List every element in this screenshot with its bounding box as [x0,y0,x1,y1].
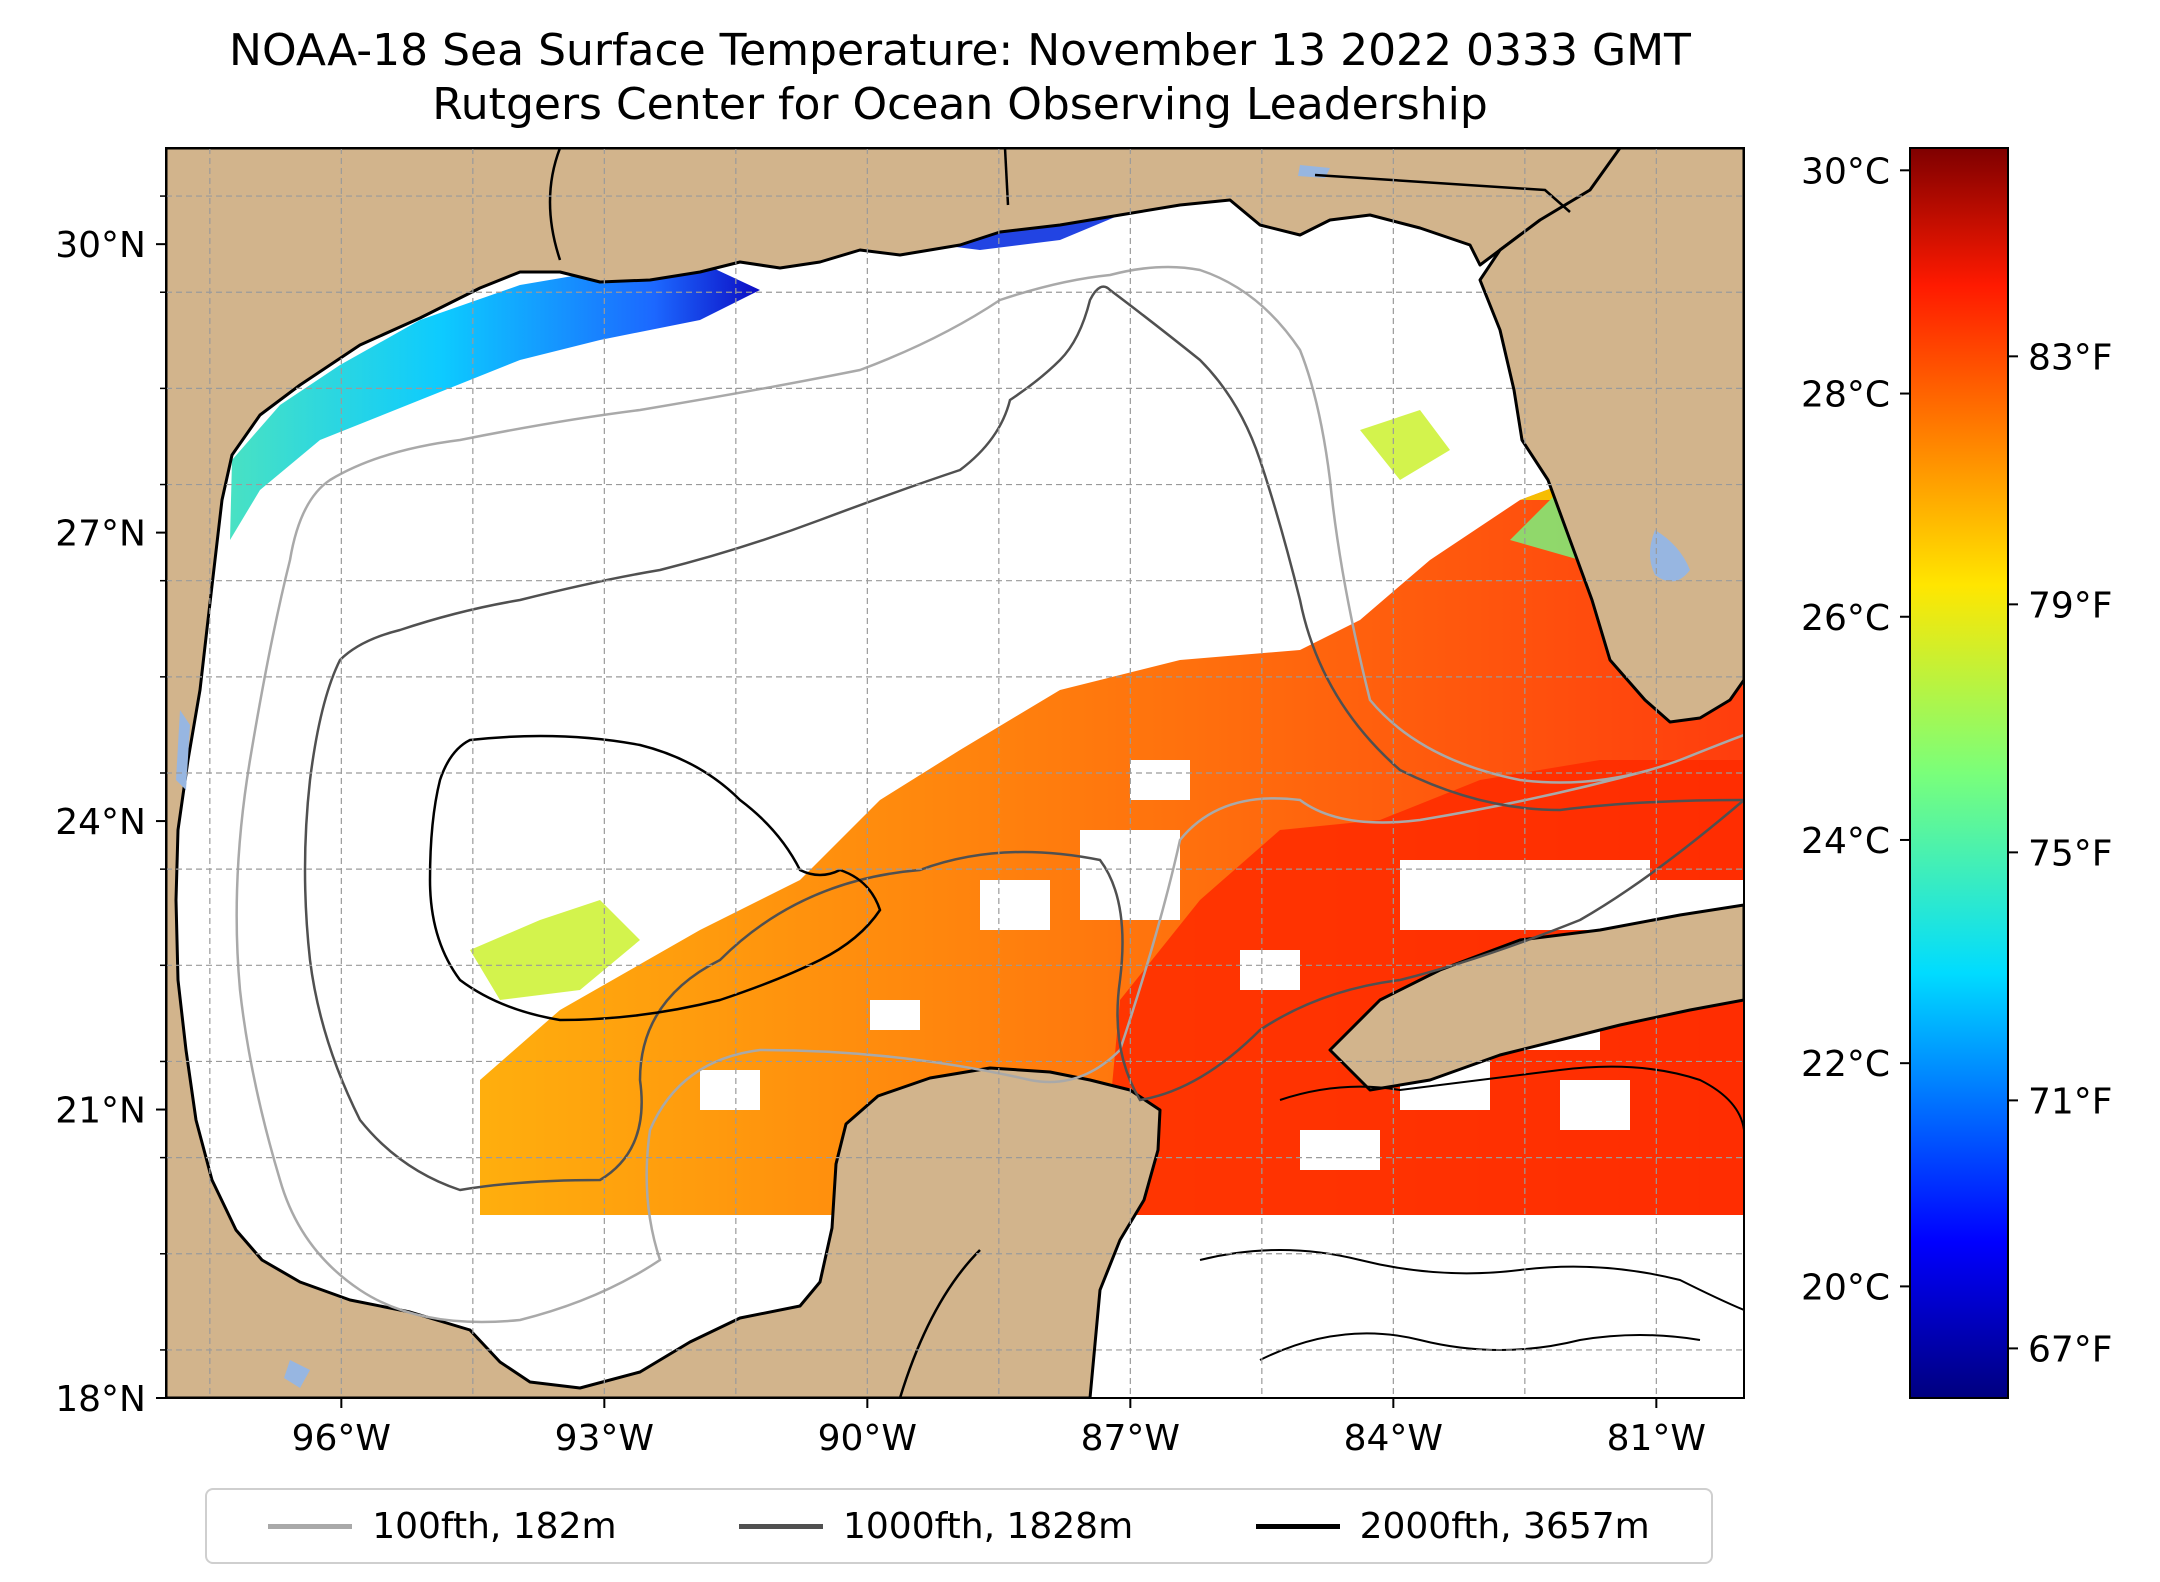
celsius-tick-label: 22°C [1801,1044,1890,1085]
lakes [176,165,1690,1388]
gridlines [166,148,1744,1398]
isobath-100fth [235,265,1744,1324]
legend-item-100fth: 100fth, 182m [268,1505,617,1547]
map-title: NOAA-18 Sea Surface Temperature: Novembe… [229,25,1691,76]
legend-label-2000fth: 2000fth, 3657m [1359,1505,1650,1547]
celsius-tick-label: 24°C [1801,821,1890,862]
colorbar-ticks: 20°C 22°C 24°C 26°C 28°C 30°C 67°F 71°F 75°F 79°F… [1801,151,2112,1370]
map-subtitle: Rutgers Center for Ocean Observing Leade… [432,79,1488,130]
borders [548,148,1571,1398]
legend-label-1000fth: 1000fth, 1828m [842,1505,1134,1547]
lat-tick-label: 21°N [55,1091,146,1132]
map-axes: 96°W 93°W 90°W 87°W 84°W 81°W 18°N 21°N 24°N 27°N… [55,195,1706,1459]
sst-cold-coast [230,262,760,540]
lon-tick-label: 81°W [1607,1418,1706,1459]
legend-item-1000fth: 1000fth, 1828m [738,1505,1134,1547]
lon-tick-label: 96°W [292,1418,391,1459]
isobath-2000fth-south [1199,1065,1744,1361]
celsius-tick-label: 26°C [1801,598,1890,639]
lon-tick-label: 93°W [555,1418,654,1459]
map-area [166,148,1744,1398]
celsius-tick-label: 30°C [1801,151,1890,192]
fahrenheit-tick-label: 67°F [2028,1329,2113,1370]
lat-tick-label: 27°N [55,514,146,555]
celsius-tick-label: 20°C [1801,1267,1890,1308]
fahrenheit-tick-label: 71°F [2028,1081,2113,1122]
lat-tick-label: 24°N [55,802,146,843]
legend-label-100fth: 100fth, 182m [372,1505,617,1547]
fahrenheit-tick-label: 75°F [2028,833,2113,874]
celsius-tick-label: 28°C [1801,375,1890,416]
isobath-legend: 100fth, 182m 1000fth, 1828m 2000fth, 365… [205,1488,1713,1564]
legend-swatch-100fth [268,1523,353,1529]
lon-tick-label: 90°W [818,1418,917,1459]
fahrenheit-tick-label: 79°F [2028,585,2113,626]
lon-tick-label: 84°W [1344,1418,1443,1459]
colorbar [1909,147,2009,1399]
lat-tick-label: 30°N [55,225,146,266]
legend-swatch-1000fth [738,1523,823,1529]
legend-item-2000fth: 2000fth, 3657m [1255,1505,1650,1547]
sst-yellow-patches [470,410,1450,1000]
lat-tick-label: 18°N [55,1379,146,1420]
fahrenheit-tick-label: 83°F [2028,337,2113,378]
legend-swatch-2000fth [1255,1523,1340,1529]
lon-tick-label: 87°W [1081,1418,1180,1459]
land-north-america [166,148,1622,1398]
